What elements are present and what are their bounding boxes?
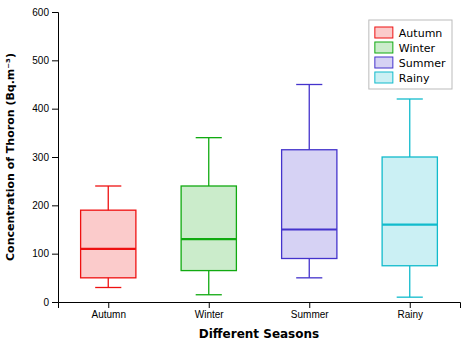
x-tick-label: Autumn	[92, 309, 126, 320]
median	[282, 228, 337, 230]
x-tick-mark	[309, 302, 310, 308]
box	[382, 157, 437, 266]
y-tick-label: 200	[32, 200, 49, 211]
y-tick-label: 0	[43, 297, 49, 308]
legend-swatch	[375, 42, 393, 53]
legend-label: Rainy	[399, 72, 430, 85]
upper-whisker	[409, 99, 410, 157]
lower-cap	[196, 294, 222, 295]
legend-swatch	[375, 57, 393, 68]
legend-swatch	[375, 27, 393, 38]
y-tick-mark	[52, 60, 58, 61]
y-tick-label: 100	[32, 248, 49, 259]
legend: Autumn Winter Summer Rainy	[369, 20, 452, 89]
upper-cap	[397, 98, 423, 99]
legend-item: Winter	[375, 42, 436, 55]
y-axis-line	[52, 13, 59, 303]
y-tick-mark	[52, 157, 58, 158]
y-tick-label: 500	[32, 55, 49, 66]
y-tick: 600	[32, 7, 58, 18]
x-tick-label: Winter	[195, 309, 225, 320]
lower-cap	[95, 287, 121, 288]
x-tick-mark	[209, 302, 210, 308]
y-axis-title: Concentration of Thoron (Bq.m⁻³)	[4, 53, 17, 261]
median	[81, 248, 136, 250]
upper-whisker	[309, 85, 310, 150]
lower-whisker	[108, 278, 109, 288]
box	[181, 186, 236, 271]
upper-whisker	[208, 138, 209, 186]
y-tick-mark	[52, 12, 58, 13]
legend-swatch	[375, 72, 393, 83]
x-tick: Rainy	[397, 302, 423, 320]
boxes	[81, 85, 438, 298]
x-axis-title: Different Seasons	[199, 327, 319, 341]
lower-whisker	[208, 271, 209, 295]
median	[181, 238, 236, 240]
legend-label: Summer	[399, 57, 446, 70]
y-tick-label: 600	[32, 7, 49, 18]
x-axis: Autumn Winter Summer Rainy	[59, 302, 461, 320]
chart: 0 100 200 300 400 500 600 Autumn Winter Summer Rai…	[0, 0, 474, 346]
legend-item: Summer	[375, 57, 446, 70]
upper-cap	[196, 137, 222, 138]
box-plot	[282, 85, 337, 278]
legend-label: Autumn	[399, 27, 442, 40]
x-tick-label: Summer	[291, 309, 329, 320]
plot: 0 100 200 300 400 500 600 Autumn Winter Summer Rai…	[32, 7, 460, 320]
lower-whisker	[409, 266, 410, 297]
upper-cap	[296, 84, 322, 85]
box-plot	[181, 138, 236, 295]
x-tick: Summer	[291, 302, 329, 320]
legend-frame	[369, 20, 452, 89]
y-tick-mark	[52, 302, 58, 303]
box	[81, 210, 136, 278]
x-tick: Winter	[195, 302, 225, 320]
legend-item: Rainy	[375, 72, 430, 85]
legend-item: Autumn	[375, 27, 442, 40]
y-tick: 100	[32, 248, 58, 259]
box-plot	[382, 99, 437, 297]
median	[382, 224, 437, 226]
y-tick-mark	[52, 254, 58, 255]
x-axis-line	[59, 303, 461, 309]
upper-whisker	[108, 186, 109, 210]
y-tick-label: 400	[32, 103, 49, 114]
y-tick: 300	[32, 152, 58, 163]
y-tick-mark	[52, 205, 58, 206]
y-tick: 0	[43, 297, 58, 308]
x-tick-mark	[108, 302, 109, 308]
legend-label: Winter	[399, 42, 436, 55]
box	[282, 150, 337, 259]
upper-cap	[95, 185, 121, 186]
y-tick-label: 300	[32, 152, 49, 163]
lower-cap	[397, 297, 423, 298]
x-tick: Autumn	[92, 302, 126, 320]
box-plot	[81, 186, 136, 288]
y-tick: 500	[32, 55, 58, 66]
lower-whisker	[309, 259, 310, 278]
y-axis: 0 100 200 300 400 500 600	[32, 7, 58, 308]
x-tick-mark	[410, 302, 411, 308]
lower-cap	[296, 277, 322, 278]
y-tick: 200	[32, 200, 58, 211]
y-tick-mark	[52, 109, 58, 110]
y-tick: 400	[32, 103, 58, 114]
x-tick-label: Rainy	[397, 309, 423, 320]
